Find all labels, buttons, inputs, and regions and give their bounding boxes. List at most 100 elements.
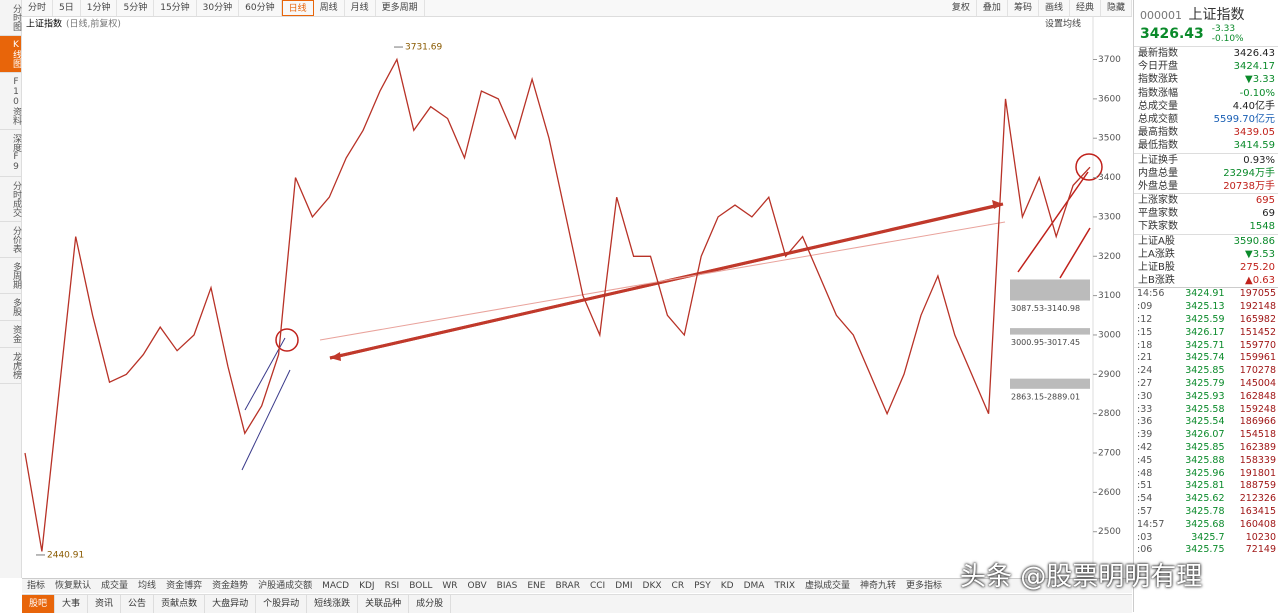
side-item[interactable]: 资金 xyxy=(0,321,21,348)
row-value: ▼3.53 xyxy=(1245,248,1275,260)
tick-time: :48 xyxy=(1137,467,1153,479)
tick-row: :45 3425.88 158339 xyxy=(1134,455,1278,468)
period-tab[interactable]: 日线 xyxy=(281,0,314,16)
indicator-tab[interactable]: 沪股通成交额 xyxy=(258,581,313,591)
period-tab[interactable]: 30分钟 xyxy=(197,0,240,16)
indicator-tab[interactable]: CR xyxy=(671,581,685,591)
indicator-tab[interactable]: ENE xyxy=(527,581,546,591)
indicator-tab[interactable]: BOLL xyxy=(409,581,433,591)
side-item[interactable]: 分时成交 xyxy=(0,177,21,222)
period-tab[interactable]: 15分钟 xyxy=(154,0,197,16)
indicator-tab[interactable]: MACD xyxy=(322,581,350,591)
quote-row: 上B涨跌 ▲0.63 xyxy=(1134,274,1278,287)
indicator-tab[interactable]: OBV xyxy=(467,581,487,591)
indicator-tab[interactable]: PSY xyxy=(694,581,711,591)
tool-button[interactable]: 经典 xyxy=(1070,0,1101,16)
tick-row: :09 3425.13 192148 xyxy=(1134,301,1278,314)
indicator-tab[interactable]: TRIX xyxy=(774,581,796,591)
row-label: 上证换手 xyxy=(1138,154,1178,166)
tool-button[interactable]: 复权 xyxy=(946,0,977,16)
ma-setting[interactable]: 设置均线 xyxy=(1045,18,1081,30)
indicator-tab[interactable]: 资金博弈 xyxy=(166,581,203,591)
indicator-tab[interactable]: 虚拟成交量 xyxy=(805,581,851,591)
tick-row: :21 3425.74 159961 xyxy=(1134,352,1278,365)
tool-button[interactable]: 隐藏 xyxy=(1101,0,1132,16)
tick-volume: 159770 xyxy=(1239,339,1276,351)
indicator-tab[interactable]: CCI xyxy=(589,581,606,591)
period-tab[interactable]: 周线 xyxy=(314,0,345,16)
indicator-tab[interactable]: RSI xyxy=(384,581,400,591)
chart: 上证指数 (日线,前复权) 设置均线 2500 2600 2700 2800 2900 3… xyxy=(24,16,1121,578)
row-value: 3414.59 xyxy=(1233,140,1275,152)
band-label: 3000.95-3017.45 xyxy=(1011,338,1080,347)
indicator-tab[interactable]: 资金趋势 xyxy=(212,581,249,591)
price-band xyxy=(1010,328,1090,335)
period-tab[interactable]: 5分钟 xyxy=(117,0,155,16)
bottom-tab[interactable]: 贡献点数 xyxy=(154,595,206,613)
tick-volume: 186966 xyxy=(1239,416,1276,428)
side-item[interactable]: K线图 xyxy=(0,36,21,73)
quote-row: 指数涨幅 -0.10% xyxy=(1134,87,1278,100)
bottom-tab[interactable]: 大事 xyxy=(55,595,89,613)
indicator-tab[interactable]: 神奇九转 xyxy=(860,581,897,591)
indicator-tab[interactable]: KDJ xyxy=(359,581,375,591)
indicator-tab[interactable]: DMI xyxy=(615,581,633,591)
indicator-tab[interactable]: BIAS xyxy=(496,581,518,591)
side-item[interactable]: 分价表 xyxy=(0,222,21,258)
side-item[interactable]: 多周期 xyxy=(0,258,21,294)
row-value: 5599.70亿元 xyxy=(1213,113,1275,125)
indicator-tab[interactable]: 更多指标 xyxy=(906,581,943,591)
tick-volume: 72149 xyxy=(1245,544,1276,556)
indicator-tab[interactable]: 指标 xyxy=(27,581,46,591)
indicator-tab[interactable]: WR xyxy=(442,581,458,591)
tick-price: 3425.78 xyxy=(1185,505,1225,517)
y-tick-label: 2700 xyxy=(1098,449,1121,459)
band-label: 2863.15-2889.01 xyxy=(1011,392,1080,401)
period-tab[interactable]: 月线 xyxy=(345,0,376,16)
bottom-tab[interactable]: 关联品种 xyxy=(358,595,410,613)
bottom-tab[interactable]: 资讯 xyxy=(88,595,122,613)
period-tab[interactable]: 5日 xyxy=(53,0,81,16)
tool-button[interactable]: 叠加 xyxy=(977,0,1008,16)
tick-time: :45 xyxy=(1137,454,1153,466)
indicator-tab[interactable]: BRAR xyxy=(555,581,580,591)
bottom-tab[interactable]: 个股异动 xyxy=(256,595,308,613)
period-tab[interactable]: 1分钟 xyxy=(81,0,118,16)
indicator-tab[interactable]: 均线 xyxy=(138,581,157,591)
row-value: 275.20 xyxy=(1240,262,1275,273)
side-item[interactable]: 深度F9 xyxy=(0,130,21,177)
tick-price: 3425.79 xyxy=(1185,377,1225,389)
y-tick-label: 2800 xyxy=(1098,409,1121,419)
period-tab[interactable]: 更多周期 xyxy=(376,0,425,16)
tick-volume: 159961 xyxy=(1239,352,1276,364)
bottom-tab[interactable]: 短线涨跌 xyxy=(307,595,359,613)
tick-volume: 197055 xyxy=(1239,288,1276,300)
indicator-tab[interactable]: 恢复默认 xyxy=(55,581,92,591)
tool-button[interactable]: 画线 xyxy=(1039,0,1070,16)
bottom-tabs: 股吧 大事 资讯 公告 贡献点数 大盘异动 个股异动 短线涨跌 关联品种 成分股 xyxy=(22,594,1132,613)
row-value: -0.10% xyxy=(1239,87,1275,99)
tick-time: :57 xyxy=(1137,505,1153,517)
annotation: 2440.91 xyxy=(47,550,84,560)
bottom-tab[interactable]: 股吧 xyxy=(22,595,56,613)
indicator-tab[interactable]: DMA xyxy=(743,581,765,591)
tick-row: 14:57 3425.68 160408 xyxy=(1134,519,1278,532)
tick-volume: 170278 xyxy=(1239,365,1276,377)
period-tab[interactable]: 60分钟 xyxy=(239,0,282,16)
indicator-tab[interactable]: KD xyxy=(720,581,734,591)
indicator-tab[interactable]: 成交量 xyxy=(101,581,129,591)
indicator-tab[interactable]: DKX xyxy=(642,581,662,591)
tick-row: :30 3425.93 162848 xyxy=(1134,391,1278,404)
tick-volume: 162389 xyxy=(1239,441,1276,453)
bottom-tab[interactable]: 成分股 xyxy=(409,595,452,613)
tool-button[interactable]: 筹码 xyxy=(1008,0,1039,16)
side-item[interactable]: F10资料 xyxy=(0,73,21,130)
tick-price: 3425.81 xyxy=(1185,480,1225,492)
tick-time: :33 xyxy=(1137,403,1153,415)
side-item[interactable]: 分时图 xyxy=(0,0,21,36)
side-item[interactable]: 龙虎榜 xyxy=(0,348,21,384)
bottom-tab[interactable]: 公告 xyxy=(121,595,155,613)
side-item[interactable]: 多股 xyxy=(0,294,21,321)
bottom-tab[interactable]: 大盘异动 xyxy=(205,595,257,613)
period-tab[interactable]: 分时 xyxy=(22,0,54,16)
